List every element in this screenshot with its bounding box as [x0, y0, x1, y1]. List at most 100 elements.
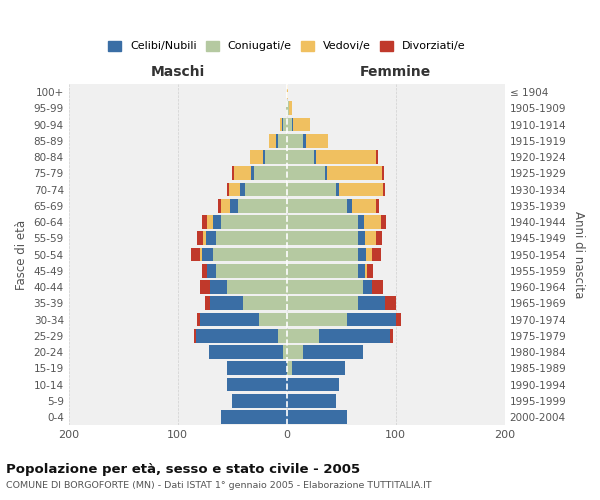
Bar	[200, 312, 259, 326]
Bar	[367, 248, 372, 262]
Bar	[229, 182, 240, 196]
Bar	[206, 232, 216, 245]
Bar	[307, 134, 328, 147]
Bar	[287, 134, 303, 147]
Bar	[216, 232, 287, 245]
Bar	[287, 215, 358, 229]
Bar	[202, 215, 207, 229]
Bar	[278, 329, 287, 342]
Bar	[232, 166, 235, 180]
Bar	[211, 296, 243, 310]
Bar	[251, 166, 254, 180]
Bar	[358, 296, 385, 310]
Bar	[276, 134, 278, 147]
Bar	[202, 264, 207, 278]
Bar	[287, 199, 347, 212]
Bar	[287, 102, 289, 115]
Bar	[287, 362, 292, 375]
Bar	[207, 215, 212, 229]
Bar	[191, 248, 200, 262]
Bar	[287, 296, 358, 310]
Bar	[376, 150, 379, 164]
Bar	[287, 410, 347, 424]
Bar	[227, 182, 229, 196]
Bar	[280, 118, 283, 132]
Text: COMUNE DI BORGOFORTE (MN) - Dati ISTAT 1° gennaio 2005 - Elaborazione TUTTITALIA: COMUNE DI BORGOFORTE (MN) - Dati ISTAT 1…	[6, 481, 431, 490]
Bar	[221, 410, 287, 424]
Bar	[372, 280, 383, 294]
Bar	[218, 199, 221, 212]
Bar	[316, 150, 376, 164]
Bar	[287, 329, 319, 342]
Bar	[278, 134, 287, 147]
Bar	[227, 362, 287, 375]
Bar	[347, 199, 352, 212]
Bar	[376, 232, 382, 245]
Bar	[358, 215, 364, 229]
Bar	[365, 232, 376, 245]
Bar	[227, 280, 287, 294]
Bar	[372, 248, 380, 262]
Bar	[221, 199, 230, 212]
Bar	[227, 378, 287, 392]
Bar	[254, 166, 287, 180]
Bar	[283, 345, 287, 359]
Bar	[194, 329, 196, 342]
Bar	[287, 85, 288, 99]
Bar	[205, 296, 211, 310]
Bar	[365, 264, 367, 278]
Bar	[327, 166, 382, 180]
Bar	[380, 215, 386, 229]
Bar	[286, 102, 287, 115]
Bar	[245, 182, 287, 196]
Bar	[347, 312, 396, 326]
Bar	[303, 345, 363, 359]
Bar	[396, 312, 401, 326]
Text: Maschi: Maschi	[151, 65, 205, 79]
Bar	[216, 264, 287, 278]
Bar	[211, 280, 227, 294]
Bar	[269, 134, 276, 147]
Bar	[265, 150, 287, 164]
Bar	[287, 166, 325, 180]
Bar	[358, 264, 365, 278]
Text: Femmine: Femmine	[360, 65, 431, 79]
Bar	[287, 345, 303, 359]
Bar	[382, 166, 384, 180]
Bar	[391, 329, 392, 342]
Bar	[376, 199, 379, 212]
Bar	[200, 280, 211, 294]
Bar	[259, 312, 287, 326]
Bar	[263, 150, 265, 164]
Bar	[235, 166, 251, 180]
Bar	[287, 150, 314, 164]
Bar	[250, 150, 263, 164]
Bar	[287, 182, 336, 196]
Bar	[383, 182, 385, 196]
Bar	[200, 248, 202, 262]
Bar	[314, 150, 316, 164]
Bar	[336, 182, 339, 196]
Y-axis label: Anni di nascita: Anni di nascita	[572, 211, 585, 298]
Bar	[339, 182, 383, 196]
Bar	[287, 118, 292, 132]
Bar	[283, 118, 287, 132]
Bar	[209, 345, 283, 359]
Bar	[197, 312, 200, 326]
Bar	[197, 232, 203, 245]
Bar	[385, 296, 396, 310]
Bar	[287, 378, 339, 392]
Bar	[287, 232, 358, 245]
Bar	[358, 248, 367, 262]
Bar	[292, 118, 293, 132]
Bar	[303, 134, 307, 147]
Bar	[319, 329, 391, 342]
Bar	[232, 394, 287, 407]
Bar	[212, 215, 221, 229]
Bar	[364, 215, 380, 229]
Bar	[287, 312, 347, 326]
Text: Popolazione per età, sesso e stato civile - 2005: Popolazione per età, sesso e stato civil…	[6, 462, 360, 475]
Bar	[230, 199, 238, 212]
Bar	[240, 182, 245, 196]
Bar	[203, 232, 206, 245]
